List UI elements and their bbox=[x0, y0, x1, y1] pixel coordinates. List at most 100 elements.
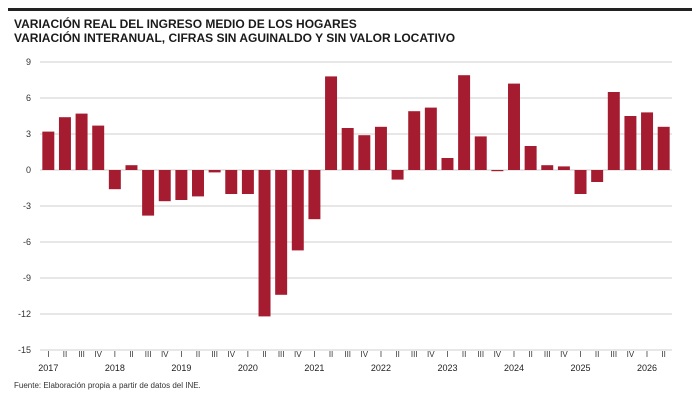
quarter-tick-label: II bbox=[462, 350, 466, 359]
bar bbox=[108, 170, 121, 190]
bar bbox=[225, 170, 238, 194]
bar bbox=[524, 146, 537, 170]
bar bbox=[441, 158, 454, 170]
quarter-tick-label: IV bbox=[94, 350, 102, 359]
quarter-tick-label: IV bbox=[361, 350, 369, 359]
quarter-tick-label: I bbox=[380, 350, 382, 359]
quarter-tick-label: II bbox=[129, 350, 133, 359]
quarter-tick-label: IV bbox=[494, 350, 502, 359]
bar bbox=[125, 165, 138, 170]
bar bbox=[308, 170, 321, 220]
year-tick-label: 2022 bbox=[371, 363, 391, 373]
quarter-tick-label: I bbox=[513, 350, 515, 359]
chart-title: VARIACIÓN REAL DEL INGRESO MEDIO DE LOS … bbox=[14, 17, 357, 31]
quarter-tick-label: I bbox=[114, 350, 116, 359]
top-rule bbox=[8, 8, 692, 11]
bar bbox=[508, 83, 520, 170]
quarter-tick-label: II bbox=[329, 350, 333, 359]
chart-subtitle: VARIACIÓN INTERANUAL, CIFRAS SIN AGUINAL… bbox=[14, 31, 456, 45]
bar bbox=[175, 170, 188, 200]
bar bbox=[541, 165, 554, 170]
quarter-tick-label: III bbox=[344, 350, 351, 359]
year-tick-label: 2019 bbox=[171, 363, 191, 373]
bar bbox=[75, 113, 88, 170]
quarter-tick-label: II bbox=[196, 350, 200, 359]
source-note: Fuente: Elaboración propia a partir de d… bbox=[14, 381, 201, 390]
y-tick-label: 9 bbox=[26, 57, 31, 67]
quarter-tick-label: I bbox=[247, 350, 249, 359]
bar bbox=[58, 117, 71, 170]
quarter-tick-label: II bbox=[595, 350, 599, 359]
year-tick-label: 2026 bbox=[637, 363, 657, 373]
bar bbox=[158, 170, 171, 202]
y-tick-label: 0 bbox=[26, 165, 31, 175]
quarter-tick-label: II bbox=[63, 350, 67, 359]
y-tick-label: -3 bbox=[23, 201, 31, 211]
bar bbox=[92, 125, 105, 170]
quarter-tick-label: I bbox=[180, 350, 182, 359]
y-tick-label: -6 bbox=[23, 237, 31, 247]
quarter-tick-label: III bbox=[610, 350, 617, 359]
bar bbox=[424, 107, 437, 170]
y-tick-label: 6 bbox=[26, 93, 31, 103]
bar bbox=[374, 126, 387, 170]
bar bbox=[241, 170, 254, 194]
year-tick-label: 2018 bbox=[105, 363, 125, 373]
quarter-tick-label: I bbox=[579, 350, 581, 359]
year-tick-label: 2021 bbox=[304, 363, 324, 373]
quarter-tick-label: III bbox=[477, 350, 484, 359]
bar bbox=[491, 170, 504, 172]
quarter-tick-label: III bbox=[211, 350, 218, 359]
year-tick-label: 2017 bbox=[38, 363, 58, 373]
quarter-tick-label: II bbox=[528, 350, 532, 359]
bar bbox=[641, 112, 654, 170]
quarter-tick-label: III bbox=[78, 350, 85, 359]
quarter-tick-label: I bbox=[313, 350, 315, 359]
quarter-tick-label: I bbox=[646, 350, 648, 359]
quarter-tick-label: III bbox=[145, 350, 152, 359]
quarter-tick-label: IV bbox=[227, 350, 235, 359]
bar bbox=[391, 170, 404, 180]
bar bbox=[458, 75, 471, 170]
bar bbox=[408, 111, 421, 170]
bar bbox=[557, 166, 570, 170]
quarter-tick-label: IV bbox=[294, 350, 302, 359]
quarter-tick-label: III bbox=[278, 350, 285, 359]
quarter-tick-label: IV bbox=[627, 350, 635, 359]
bar bbox=[341, 128, 354, 170]
quarter-tick-label: IV bbox=[427, 350, 435, 359]
bar bbox=[574, 170, 587, 194]
y-tick-label: -15 bbox=[18, 345, 31, 355]
year-tick-label: 2025 bbox=[571, 363, 591, 373]
bar bbox=[624, 116, 637, 170]
bar bbox=[607, 92, 620, 170]
bar bbox=[42, 131, 55, 170]
bar bbox=[208, 170, 221, 173]
bar bbox=[591, 170, 604, 182]
y-tick-label: -12 bbox=[18, 309, 31, 319]
year-tick-label: 2024 bbox=[504, 363, 524, 373]
y-tick-label: 3 bbox=[26, 129, 31, 139]
y-tick-label: -9 bbox=[23, 273, 31, 283]
quarter-tick-label: I bbox=[446, 350, 448, 359]
quarter-tick-label: I bbox=[47, 350, 49, 359]
bar bbox=[258, 170, 271, 317]
bar bbox=[358, 135, 371, 170]
bar bbox=[291, 170, 304, 251]
bar bbox=[325, 76, 338, 170]
quarter-tick-label: II bbox=[661, 350, 665, 359]
bar bbox=[142, 170, 155, 216]
quarter-tick-label: III bbox=[411, 350, 418, 359]
quarter-tick-label: II bbox=[395, 350, 399, 359]
year-tick-label: 2023 bbox=[437, 363, 457, 373]
quarter-tick-label: II bbox=[262, 350, 266, 359]
quarter-tick-label: III bbox=[544, 350, 551, 359]
quarter-tick-label: IV bbox=[161, 350, 169, 359]
quarter-tick-label: IV bbox=[560, 350, 568, 359]
bar bbox=[657, 126, 670, 170]
bar bbox=[192, 170, 204, 197]
year-tick-label: 2020 bbox=[238, 363, 258, 373]
bar bbox=[275, 170, 288, 295]
bar bbox=[474, 136, 487, 170]
